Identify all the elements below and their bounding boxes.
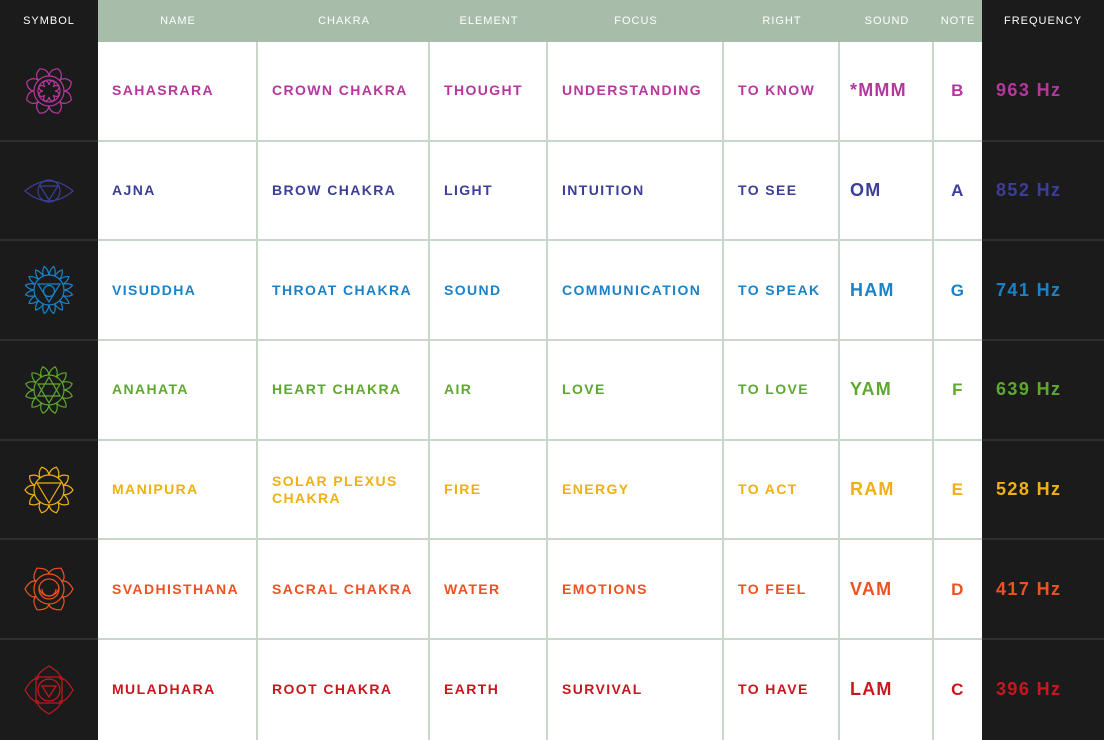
chakra-cell: SOLAR PLEXUS CHAKRA <box>258 440 430 541</box>
right-cell: TO KNOW <box>724 42 840 142</box>
element-cell: FIRE <box>430 440 548 541</box>
sound-cell: *MMM <box>840 42 934 142</box>
sahasrara-lotus-icon <box>23 65 75 117</box>
note-cell: A <box>934 141 982 242</box>
sound-cell: HAM <box>840 241 934 342</box>
manipura-triangle-icon <box>23 464 75 516</box>
note-cell: G <box>934 241 982 342</box>
sound-cell: VAM <box>840 540 934 641</box>
header-name: NAME <box>98 0 258 42</box>
right-cell: TO ACT <box>724 440 840 541</box>
symbol-cell <box>0 440 98 541</box>
element-cell: EARTH <box>430 640 548 740</box>
sound-cell: RAM <box>840 440 934 541</box>
muladhara-square-icon <box>23 664 75 716</box>
header-note: NOTE <box>934 0 982 42</box>
right-cell: TO SPEAK <box>724 241 840 342</box>
element-cell: AIR <box>430 341 548 441</box>
header-frequency: FREQUENCY <box>982 0 1104 42</box>
header-chakra: CHAKRA <box>258 0 430 42</box>
frequency-cell: 639 Hz <box>982 341 1104 441</box>
header-element: ELEMENT <box>430 0 548 42</box>
anahata-hexagram-icon <box>23 364 75 416</box>
chakra-cell: CROWN CHAKRA <box>258 42 430 142</box>
note-cell: E <box>934 440 982 541</box>
ajna-eye-icon <box>23 165 75 217</box>
chakra-cell: ROOT CHAKRA <box>258 640 430 740</box>
element-cell: THOUGHT <box>430 42 548 142</box>
note-cell: C <box>934 640 982 740</box>
name-cell: SVADHISTHANA <box>98 540 258 641</box>
symbol-cell <box>0 640 98 740</box>
focus-cell: ENERGY <box>548 440 724 541</box>
focus-cell: INTUITION <box>548 141 724 242</box>
name-cell: MANIPURA <box>98 440 258 541</box>
focus-cell: UNDERSTANDING <box>548 42 724 142</box>
right-cell: TO HAVE <box>724 640 840 740</box>
name-cell: SAHASRARA <box>98 42 258 142</box>
frequency-cell: 852 Hz <box>982 141 1104 242</box>
symbol-cell <box>0 540 98 641</box>
svadhisthana-crescent-icon <box>23 563 75 615</box>
frequency-cell: 963 Hz <box>982 42 1104 142</box>
element-cell: LIGHT <box>430 141 548 242</box>
right-cell: TO SEE <box>724 141 840 242</box>
symbol-cell <box>0 341 98 441</box>
chakra-cell: BROW CHAKRA <box>258 141 430 242</box>
element-cell: SOUND <box>430 241 548 342</box>
header-sound: SOUND <box>840 0 934 42</box>
header-right: RIGHT <box>724 0 840 42</box>
right-cell: TO LOVE <box>724 341 840 441</box>
frequency-cell: 396 Hz <box>982 640 1104 740</box>
sound-cell: YAM <box>840 341 934 441</box>
name-cell: AJNA <box>98 141 258 242</box>
sound-cell: LAM <box>840 640 934 740</box>
note-cell: F <box>934 341 982 441</box>
element-cell: WATER <box>430 540 548 641</box>
name-cell: MULADHARA <box>98 640 258 740</box>
symbol-cell <box>0 42 98 142</box>
name-cell: ANAHATA <box>98 341 258 441</box>
focus-cell: SURVIVAL <box>548 640 724 740</box>
visuddha-lotus-icon <box>23 264 75 316</box>
sound-cell: OM <box>840 141 934 242</box>
frequency-cell: 528 Hz <box>982 440 1104 541</box>
frequency-cell: 741 Hz <box>982 241 1104 342</box>
header-symbol: SYMBOL <box>0 0 98 42</box>
chakra-cell: SACRAL CHAKRA <box>258 540 430 641</box>
frequency-cell: 417 Hz <box>982 540 1104 641</box>
note-cell: B <box>934 42 982 142</box>
focus-cell: EMOTIONS <box>548 540 724 641</box>
focus-cell: COMMUNICATION <box>548 241 724 342</box>
chakra-cell: HEART CHAKRA <box>258 341 430 441</box>
name-cell: VISUDDHA <box>98 241 258 342</box>
symbol-cell <box>0 241 98 342</box>
chakra-cell: THROAT CHAKRA <box>258 241 430 342</box>
note-cell: D <box>934 540 982 641</box>
focus-cell: LOVE <box>548 341 724 441</box>
right-cell: TO FEEL <box>724 540 840 641</box>
header-focus: FOCUS <box>548 0 724 42</box>
symbol-cell <box>0 141 98 242</box>
